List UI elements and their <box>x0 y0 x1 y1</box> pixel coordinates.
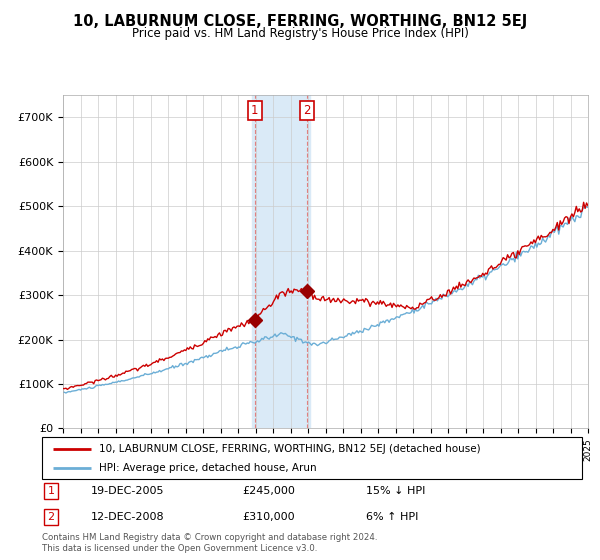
Text: 15% ↓ HPI: 15% ↓ HPI <box>366 486 425 496</box>
Bar <box>252 95 310 428</box>
Text: 1: 1 <box>251 104 259 117</box>
Text: Price paid vs. HM Land Registry's House Price Index (HPI): Price paid vs. HM Land Registry's House … <box>131 27 469 40</box>
Text: 19-DEC-2005: 19-DEC-2005 <box>91 486 164 496</box>
Text: HPI: Average price, detached house, Arun: HPI: Average price, detached house, Arun <box>98 463 316 473</box>
Text: 2: 2 <box>304 104 311 117</box>
Text: 6% ↑ HPI: 6% ↑ HPI <box>366 512 418 522</box>
Text: 10, LABURNUM CLOSE, FERRING, WORTHING, BN12 5EJ: 10, LABURNUM CLOSE, FERRING, WORTHING, B… <box>73 14 527 29</box>
Text: Contains HM Land Registry data © Crown copyright and database right 2024.
This d: Contains HM Land Registry data © Crown c… <box>42 533 377 553</box>
Text: 12-DEC-2008: 12-DEC-2008 <box>91 512 164 522</box>
Text: 10, LABURNUM CLOSE, FERRING, WORTHING, BN12 5EJ (detached house): 10, LABURNUM CLOSE, FERRING, WORTHING, B… <box>98 444 481 454</box>
Text: £245,000: £245,000 <box>242 486 295 496</box>
Text: £310,000: £310,000 <box>242 512 295 522</box>
Text: 2: 2 <box>47 512 55 522</box>
Text: 1: 1 <box>47 486 55 496</box>
